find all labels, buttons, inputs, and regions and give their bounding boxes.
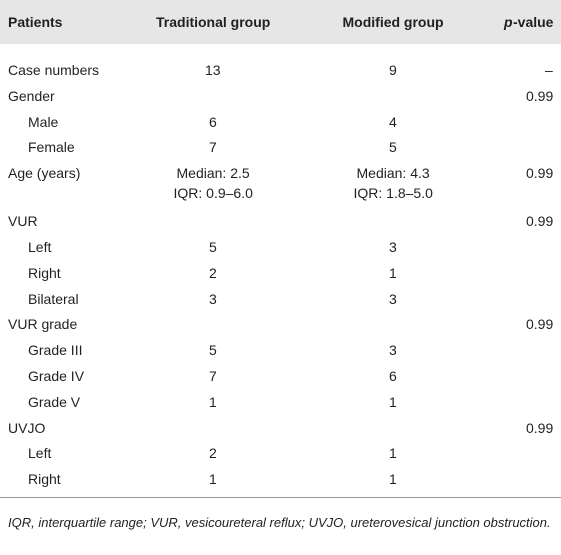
row-label: Male	[28, 113, 59, 130]
column-header: p	[504, 14, 513, 30]
row-label: Age (years)	[8, 165, 81, 182]
cell: 1	[389, 393, 397, 410]
cell: 5	[209, 239, 217, 255]
header-row	[0, 0, 561, 44]
cell: 1	[389, 445, 397, 462]
row-label: VUR grade	[8, 316, 78, 333]
cell: 1	[389, 264, 397, 281]
cell: 4	[389, 113, 397, 130]
column-header: Modified group	[342, 14, 444, 30]
row-label: Gender	[8, 87, 55, 104]
footnote: IQR, interquartile range; VUR, vesicoure…	[8, 515, 551, 530]
cell: 0.99	[526, 419, 554, 436]
row-label: Bilateral	[28, 290, 79, 307]
cell: 1	[209, 393, 217, 410]
cell: 3	[389, 239, 397, 255]
row-label: Female	[28, 139, 75, 156]
row-label: Grade V	[28, 393, 81, 410]
cell: 2	[209, 445, 217, 462]
cell: 5	[209, 342, 217, 359]
column-header: Patients	[8, 14, 63, 30]
cell: 0.99	[526, 165, 554, 182]
row-label: VUR	[8, 213, 38, 230]
cell: IQR: 1.8–5.0	[353, 185, 433, 202]
cell: 13	[205, 62, 221, 78]
column-header: Traditional group	[156, 14, 271, 30]
cell: 2	[209, 264, 217, 281]
cell: 3	[389, 290, 397, 307]
cell: 1	[389, 471, 397, 488]
cell: 7	[209, 139, 217, 156]
column-header: -value	[513, 14, 554, 30]
row-label: Grade III	[28, 342, 83, 359]
cell: 0.99	[526, 213, 554, 230]
row-label: Left	[28, 445, 52, 462]
row-label: Left	[28, 239, 52, 255]
row-label: Right	[28, 471, 61, 488]
cell: 9	[389, 62, 397, 78]
cell: 6	[389, 368, 397, 384]
cell: 3	[209, 290, 217, 307]
row-label: Grade IV	[28, 368, 85, 384]
cell: IQR: 0.9–6.0	[173, 185, 253, 202]
cell: 1	[209, 471, 217, 488]
cell: 0.99	[526, 316, 554, 333]
bottom-rule	[0, 497, 561, 498]
cell: Median: 2.5	[176, 165, 250, 182]
cell: –	[545, 62, 553, 78]
cell: 0.99	[526, 87, 554, 104]
row-label: Right	[28, 264, 61, 281]
cell: 5	[389, 139, 397, 156]
cell: 6	[209, 113, 217, 130]
row-label: Case numbers	[8, 62, 100, 78]
row-label: UVJO	[8, 419, 46, 436]
cell: 7	[209, 368, 217, 384]
cell: 3	[389, 342, 397, 359]
cell: Median: 4.3	[356, 165, 430, 182]
